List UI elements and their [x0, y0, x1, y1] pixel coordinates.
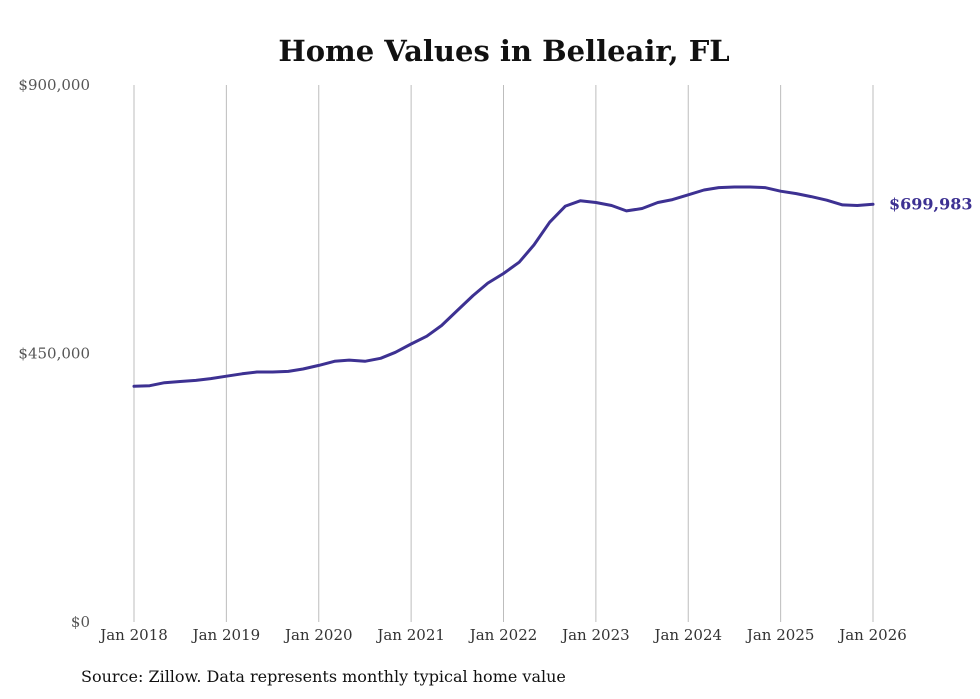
x-tick-label: Jan 2020 — [283, 626, 353, 644]
x-tick-label: Jan 2021 — [375, 626, 445, 644]
chart-title: Home Values in Belleair, FL — [278, 34, 729, 68]
x-tick-label: Jan 2018 — [98, 626, 168, 644]
vertical-gridlines — [133, 85, 874, 622]
x-axis-tick-labels: Jan 2018 Jan 2019 Jan 2020 Jan 2021 Jan 2022… — [98, 626, 907, 644]
x-tick-label: Jan 2022 — [468, 626, 538, 644]
x-tick-label: Jan 2019 — [191, 626, 261, 644]
x-tick-label: Jan 2026 — [837, 626, 907, 644]
series-line-0 — [132, 185, 875, 388]
series-layer — [132, 185, 875, 388]
y-tick-label: $0 — [71, 613, 90, 631]
x-tick-label: Jan 2025 — [745, 626, 815, 644]
y-tick-label: $450,000 — [18, 345, 90, 363]
y-axis-tick-labels: $0 $450,000 $900,000 — [18, 76, 90, 631]
x-tick-label: Jan 2023 — [560, 626, 630, 644]
end-value-label: $699,983 — [889, 194, 973, 213]
y-tick-label: $900,000 — [18, 76, 90, 94]
source-note: Source: Zillow. Data represents monthly … — [81, 667, 566, 686]
x-tick-label: Jan 2024 — [652, 626, 722, 644]
